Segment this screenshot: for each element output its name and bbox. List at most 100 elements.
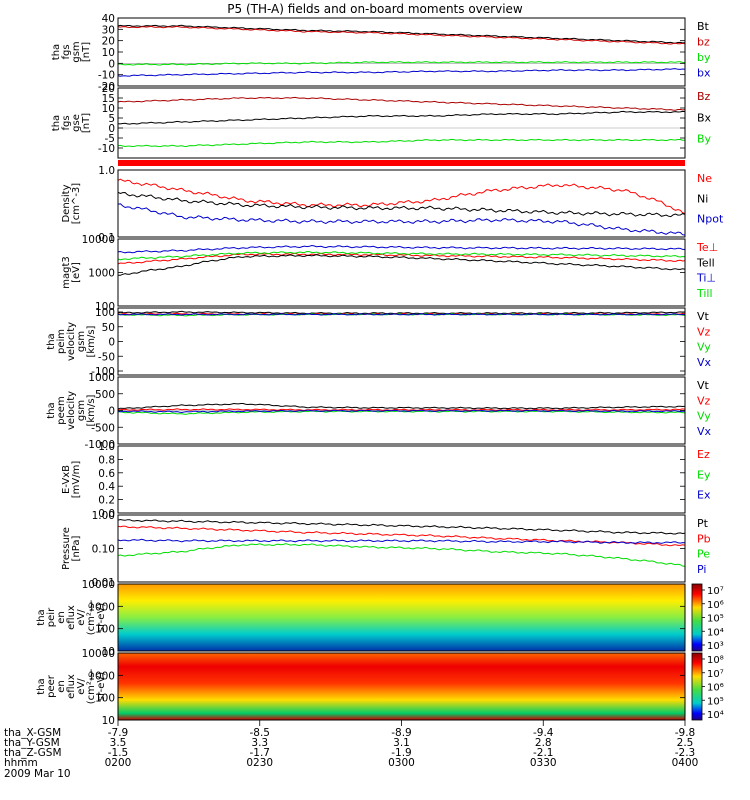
y-axis-label: Pressure (61, 527, 72, 570)
legend-Vx: Vx (697, 356, 712, 369)
y-tick-label: 100 (95, 307, 115, 319)
y-tick-label: 0 (108, 406, 115, 418)
legend-Pt: Pt (697, 517, 709, 530)
y-tick-label: -20 (98, 81, 115, 93)
panel-8: 1.00 0.10 0.01 Pressure [nPa] Pt Pb Pe Pi (61, 510, 711, 589)
x-axis-value: 0200 (105, 757, 132, 769)
y-tick-label: 10 (102, 715, 115, 727)
series-line-Till (117, 250, 686, 261)
y-axis-label: en (56, 680, 67, 693)
colorbar-tick-label: 10³ (707, 641, 724, 652)
y-tick-label: 0.6 (98, 468, 115, 480)
legend-Ez: Ez (697, 448, 710, 461)
series-line-by (117, 61, 686, 66)
y-tick-label: 1000 (88, 601, 115, 613)
colorbar-tick-label: 10⁵ (707, 614, 724, 625)
y-axis-label: [nT] (81, 113, 92, 133)
y-axis-label: magt3 (61, 256, 72, 289)
y-tick-label: 20 (102, 83, 115, 95)
x-axis-value: 0230 (246, 757, 273, 769)
legend-Pi: Pi (697, 563, 706, 576)
y-tick-label: 500 (95, 389, 115, 401)
x-axis-value: 0330 (530, 757, 557, 769)
series-line-bx (117, 68, 686, 77)
colorbar-tick-label: 10⁴ (707, 627, 724, 638)
y-axis-label: tha (36, 609, 47, 625)
y-axis-label: peer (46, 674, 57, 698)
panel-9: 10⁷ 10⁶ 10⁵ 10⁴ 10³ 10000 1000 100 10 tha peir en ef… (36, 579, 724, 658)
series-line-Npot (117, 203, 686, 236)
y-tick-label: 30 (102, 24, 115, 36)
y-tick-label: 0 (108, 58, 115, 70)
y-tick-label: 10 (102, 47, 115, 59)
date-label: 2009 Mar 10 (4, 768, 71, 780)
y-axis-label: peim (56, 329, 67, 354)
series-line-Te⊥ (117, 252, 686, 265)
y-axis-label: fgs (61, 44, 72, 59)
colorbar-tick-label: 10⁴ (707, 710, 724, 721)
panel-frame (117, 307, 686, 376)
panel-frame (117, 583, 686, 652)
y-axis-label: sr-eV) (96, 672, 107, 701)
y-axis-label: Density (61, 184, 72, 222)
y-axis-label: tha (51, 44, 62, 60)
series-line-Bt (117, 24, 686, 44)
y-tick-label: 1000 (88, 268, 115, 280)
legend-Bx: Bx (697, 111, 712, 124)
x-axis-value: -8.9 (391, 727, 412, 739)
series-line-Vt (117, 402, 686, 410)
y-axis-label: tha (36, 678, 47, 694)
legend-Vy: Vy (697, 410, 711, 423)
legend-Vz: Vz (697, 394, 711, 407)
y-axis-label: tha (46, 402, 57, 418)
legend-Pb: Pb (697, 532, 711, 545)
x-axis-value: -9.4 (533, 727, 554, 739)
legend-Vt: Vt (697, 379, 710, 392)
y-axis-label: velocity (66, 391, 77, 430)
y-tick-label: 10000 (82, 648, 115, 660)
y-tick-label: -100 (91, 366, 115, 378)
panel-frame (117, 445, 686, 514)
panel-4: 10000 1000 100 magt3 [eV] Te⊥ Tell Ti⊥ Till (61, 234, 718, 313)
x-axis-value: -2.1 (533, 747, 554, 759)
y-tick-label: 0 (108, 123, 115, 135)
y-tick-label: 0.10 (92, 544, 115, 556)
colorbar (691, 652, 703, 721)
spectrogram (118, 584, 685, 651)
panel-frame (117, 169, 686, 238)
series-line-Tell (118, 254, 686, 276)
y-axis-label: eflux (66, 605, 77, 630)
legend-Ex: Ex (697, 489, 711, 502)
y-tick-label: -1000 (84, 439, 115, 451)
x-axis-value: -9.8 (675, 727, 696, 739)
y-axis-label: tha (46, 333, 57, 349)
legend-Te⊥: Te⊥ (696, 241, 718, 254)
panel-7: 1.00.8 0.60.4 0.20.0 E-VxB [mV/m] Ez Ey Ex (61, 441, 711, 520)
x-axis-value: -1.9 (391, 747, 412, 759)
series-line-Pi (117, 538, 686, 544)
y-axis-label: fgs (61, 115, 72, 130)
legend-Ne: Ne (697, 172, 712, 185)
panel-3: 1.0 0.1 Density [cm^-3] Ne Ni Npot (61, 165, 724, 244)
x-axis-row-label: hhmm (4, 757, 38, 769)
y-tick-label: 0.0 (98, 508, 115, 520)
legend-Tell: Tell (696, 256, 715, 269)
y-axis-label: eflux (66, 674, 77, 699)
y-tick-label: 50 (102, 322, 115, 334)
legend-Npot: Npot (697, 213, 724, 226)
y-tick-label: 100 (95, 693, 115, 705)
y-tick-label: 0.8 (98, 454, 115, 466)
y-tick-label: 1.0 (98, 441, 115, 453)
colorbar-tick-label: 10⁷ (707, 586, 724, 597)
y-tick-label: 10 (102, 103, 115, 115)
x-axis-value: 3.5 (110, 737, 127, 749)
x-axis-value: -1.7 (250, 747, 271, 759)
colorbar-tick-label: 10⁵ (707, 696, 724, 707)
y-axis-label: [km/s] (86, 394, 97, 426)
y-axis-label: [cm^-3] (71, 183, 82, 224)
panel-5: 100 50 0 -50 -100 tha peim velocity gsm [km/s] Vt V… (46, 307, 712, 378)
y-axis-label: peir (46, 607, 57, 627)
x-axis-value: 0300 (388, 757, 415, 769)
